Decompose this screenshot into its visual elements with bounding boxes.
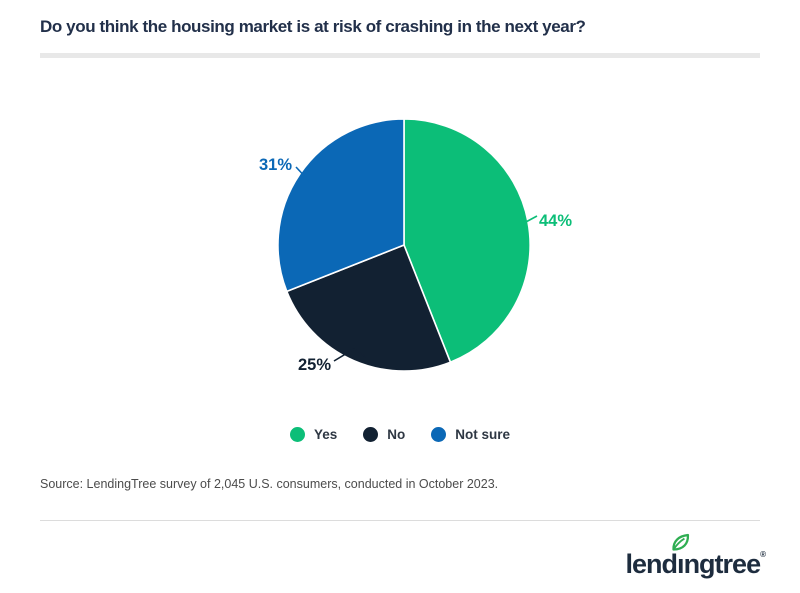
pie-slice-no bbox=[286, 244, 452, 372]
footer: lendı ngtree® bbox=[0, 521, 800, 580]
source-note: Source: LendingTree survey of 2,045 U.S.… bbox=[40, 477, 499, 491]
lendingtree-logo: lendı ngtree® bbox=[626, 531, 766, 580]
slice-label-connector bbox=[295, 166, 310, 182]
slice-label-no: 25% bbox=[298, 356, 331, 374]
logo-letter-i: ı bbox=[672, 533, 690, 580]
legend-dot-icon bbox=[431, 427, 447, 442]
logo-text-part: lend bbox=[625, 549, 679, 579]
legend-dot-icon bbox=[289, 427, 305, 442]
pie-chart: 44% 25% 31% bbox=[259, 118, 572, 374]
registered-trademark-mark: ® bbox=[760, 550, 766, 559]
pie-slice-not-sure bbox=[277, 118, 405, 293]
legend-item-not-sure: Not sure bbox=[431, 427, 510, 442]
slice-label-connector bbox=[523, 215, 538, 224]
legend-label: Not sure bbox=[455, 427, 511, 442]
legend-label: Yes bbox=[313, 427, 338, 442]
logo-wordmark: lendı ngtree® bbox=[625, 533, 766, 580]
legend-item-no: No bbox=[363, 427, 405, 442]
footer-divider bbox=[40, 520, 760, 521]
logo-text-part: ngtree bbox=[683, 549, 762, 579]
title-underline-rule bbox=[40, 53, 760, 58]
slice-label-yes: 44% bbox=[539, 212, 572, 230]
chart-legend: Yes No Not sure bbox=[0, 426, 800, 443]
legend-item-yes: Yes bbox=[289, 427, 338, 442]
slice-label-connector bbox=[333, 348, 367, 362]
slice-label-not-sure: 31% bbox=[259, 156, 292, 174]
chart-title: Do you think the housing market is at ri… bbox=[40, 17, 586, 36]
infographic-page: Do you think the housing market is at ri… bbox=[0, 15, 800, 593]
legend-dot-icon bbox=[363, 427, 379, 442]
leaf-icon bbox=[672, 533, 690, 551]
legend-label: No bbox=[387, 427, 406, 442]
